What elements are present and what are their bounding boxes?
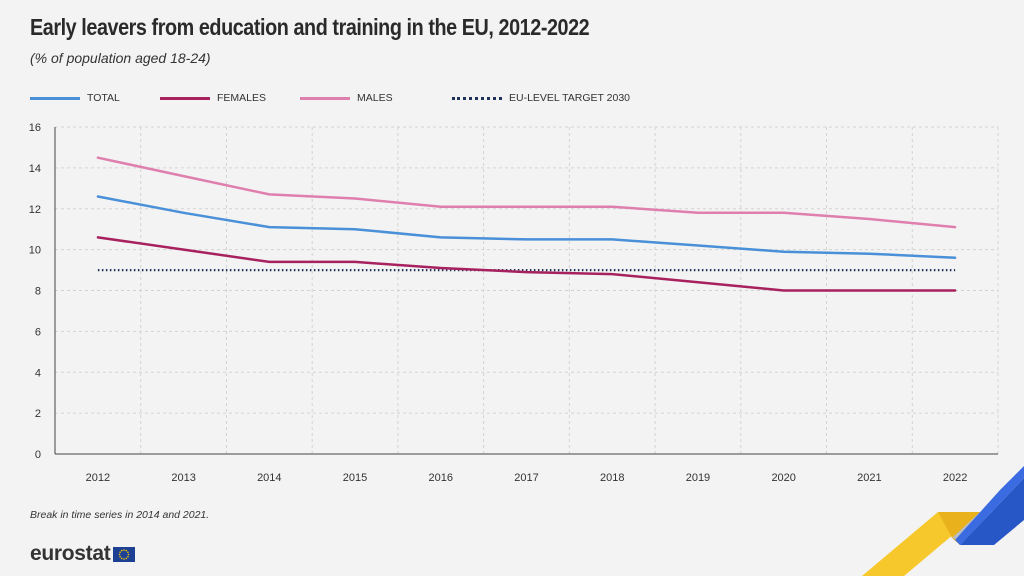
x-tick-label: 2019 (686, 472, 710, 484)
tick-labels: 0 2 4 6 8 10 12 14 16 2012 2013 2014 2015 2016 2017 201… (29, 122, 968, 484)
x-tick-label: 2015 (343, 472, 367, 484)
x-tick-label: 2016 (429, 472, 453, 484)
legend-label-females: FEMALES (217, 92, 267, 104)
legend-item-total: TOTAL (30, 90, 120, 106)
brand: eurostat (30, 542, 136, 566)
series-line-total (96, 195, 957, 260)
x-tick-label: 2017 (514, 472, 538, 484)
x-tick-label: 2018 (600, 472, 624, 484)
y-tick-label: 6 (35, 326, 41, 338)
y-tick-label: 14 (29, 163, 41, 175)
series-lines (96, 156, 957, 292)
legend-label-total: TOTAL (87, 92, 120, 104)
axes (54, 127, 998, 455)
x-tick-label: 2020 (771, 472, 795, 484)
x-tick-label: 2021 (857, 472, 881, 484)
legend-label-males: MALES (357, 92, 393, 104)
x-tick-label: 2014 (257, 472, 281, 484)
grid-lines (55, 126, 999, 454)
chart-subtitle: (% of population aged 18-24) (30, 50, 211, 66)
y-tick-label: 16 (29, 122, 41, 134)
legend-swatch-target (452, 96, 502, 100)
brand-name: eurostat (30, 542, 111, 565)
series-line-males (96, 156, 957, 229)
legend-item-females: FEMALES (160, 90, 266, 106)
x-tick-label: 2013 (171, 472, 195, 484)
legend-item-males: MALES (300, 90, 393, 106)
chart-title: Early leavers from education and trainin… (30, 14, 590, 40)
y-tick-label: 10 (29, 245, 41, 257)
legend-swatch-males (300, 96, 350, 100)
y-tick-label: 12 (29, 204, 41, 216)
legend-label-target: EU-LEVEL TARGET 2030 (509, 92, 631, 104)
x-tick-label: 2012 (86, 472, 110, 484)
series-line-females (96, 236, 957, 292)
legend-swatch-total (30, 96, 80, 100)
y-tick-label: 4 (35, 367, 41, 379)
footnote: Break in time series in 2014 and 2021. (30, 509, 210, 521)
y-tick-label: 8 (35, 286, 41, 298)
legend-item-target: EU-LEVEL TARGET 2030 (452, 90, 630, 106)
legend: TOTAL FEMALES MALES EU-LEVEL TARGET 2030 (30, 90, 730, 106)
x-tick-label: 2022 (943, 472, 967, 484)
y-tick-label: 2 (35, 408, 41, 420)
legend-swatch-females (160, 96, 210, 100)
y-tick-label: 0 (35, 449, 41, 461)
eu-flag-icon (113, 546, 136, 562)
